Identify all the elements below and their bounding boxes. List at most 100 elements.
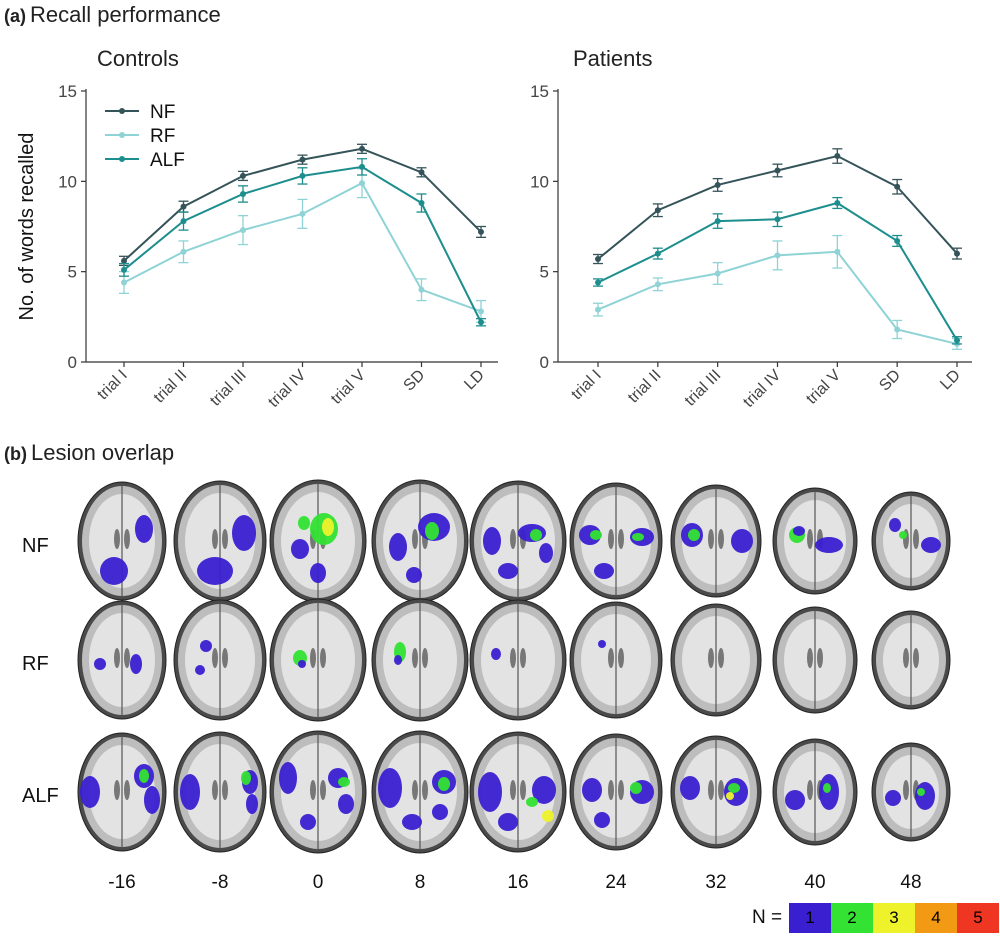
brain-slice: [173, 599, 267, 721]
brain-ventricle: [807, 529, 813, 549]
y-tick-label: 0: [68, 353, 77, 372]
lesion-overlap-region: [532, 776, 556, 804]
brain-ventricle: [212, 529, 218, 549]
x-tick-label: trial IV: [740, 367, 784, 411]
lesion-overlap-region: [389, 533, 407, 561]
lesion-overlap-region: [338, 777, 350, 787]
data-point: [774, 252, 781, 259]
lesion-overlap-region: [889, 518, 901, 532]
x-tick-label: trial IV: [265, 367, 309, 411]
x-tick-label: trial III: [207, 367, 250, 410]
data-point: [714, 218, 721, 225]
slice-label: 40: [804, 872, 826, 893]
data-point: [240, 190, 246, 197]
lesion-overlap-region: [180, 774, 200, 810]
brain-slice: [569, 601, 663, 719]
data-point: [654, 281, 661, 288]
series-alf: [119, 158, 486, 327]
data-point: [894, 183, 901, 190]
lesion-overlap-region: [394, 655, 402, 665]
lesion-overlap-region: [582, 778, 602, 802]
lesion-overlap-region: [688, 529, 700, 541]
lesion-overlap-region: [915, 782, 935, 810]
brain-ventricle: [608, 529, 614, 549]
brain-slice: [772, 606, 858, 714]
brain-slice: [871, 742, 951, 842]
x-tick-label: SD: [876, 367, 904, 395]
brain-slice: [772, 487, 858, 595]
lesion-overlap-region: [135, 515, 153, 543]
x-tick-label: SD: [401, 367, 429, 395]
lesion-overlap-region: [921, 537, 941, 553]
chart-legend: NF RF ALF: [105, 102, 185, 171]
brain-ventricle: [114, 529, 120, 549]
brain-slice: [371, 479, 469, 603]
lesion-overlap-region: [246, 794, 258, 814]
y-tick-label: 15: [530, 82, 549, 101]
brain-ventricle: [618, 648, 624, 668]
data-point: [121, 257, 127, 264]
brain-slice: [269, 730, 367, 854]
brain-slice: [469, 599, 567, 721]
lesion-overlap-region: [630, 782, 642, 794]
lesion-overlap-region: [885, 790, 901, 806]
brain-ventricle: [124, 780, 130, 800]
lesion-overlap-region: [144, 786, 160, 814]
data-point: [418, 200, 425, 207]
brain-ventricle: [222, 780, 228, 800]
legend-swatch-2: 2: [831, 903, 873, 933]
brain-ventricle: [114, 780, 120, 800]
lesion-overlap-region: [498, 813, 518, 831]
x-tick-label: trial I: [94, 367, 131, 404]
brain-slice: [469, 480, 567, 602]
lesion-overlap-region: [498, 563, 518, 579]
brain-ventricle: [114, 648, 120, 668]
lesion-overlap-region: [917, 788, 925, 796]
slice-label: 0: [312, 872, 324, 893]
data-point: [954, 250, 960, 257]
data-point: [595, 279, 601, 286]
brain-ventricle: [913, 529, 919, 549]
data-point: [654, 207, 661, 214]
x-tick-label: trial II: [625, 367, 665, 407]
x-tick-label: LD: [937, 367, 963, 393]
brain-slice: [670, 603, 762, 717]
lesion-overlap-region: [731, 529, 753, 553]
brain-ventricle: [320, 648, 326, 668]
data-point: [478, 228, 484, 235]
x-tick-label: trial V: [803, 367, 844, 408]
lesion-overlap-region: [291, 539, 309, 559]
lesion-overlap-brains: [77, 479, 951, 854]
brain-ventricle: [412, 529, 418, 549]
lesion-overlap-region: [539, 543, 553, 563]
lesion-overlap-region: [130, 654, 142, 674]
y-tick-label: 5: [540, 263, 549, 282]
lesion-overlap-region: [310, 563, 326, 583]
chart-title: Patients: [573, 46, 653, 71]
lesion-overlap-region: [100, 557, 128, 585]
data-point: [121, 266, 127, 273]
data-point: [595, 306, 601, 313]
lesion-overlap-region: [491, 648, 501, 660]
lesion-overlap-region: [680, 776, 700, 800]
brain-slice: [670, 484, 762, 598]
brain-slice: [772, 738, 858, 846]
brain-slice: [871, 610, 951, 710]
lesion-overlap-region: [378, 768, 402, 808]
brain-ventricle: [903, 648, 909, 668]
brain-ventricle: [807, 780, 813, 800]
slice-label: 32: [705, 872, 727, 893]
brain-slice: [469, 731, 567, 853]
data-point: [359, 180, 365, 187]
brain-ventricle: [422, 780, 428, 800]
brain-ventricle: [708, 529, 714, 549]
data-point: [834, 153, 841, 160]
lesion-overlap-region: [300, 814, 316, 830]
data-point: [299, 210, 306, 217]
lesion-overlap-region: [632, 533, 644, 541]
series-line-alf: [123, 165, 482, 323]
brain-slice: [269, 598, 367, 722]
series-rf: [593, 234, 962, 351]
brain-ventricle: [412, 780, 418, 800]
